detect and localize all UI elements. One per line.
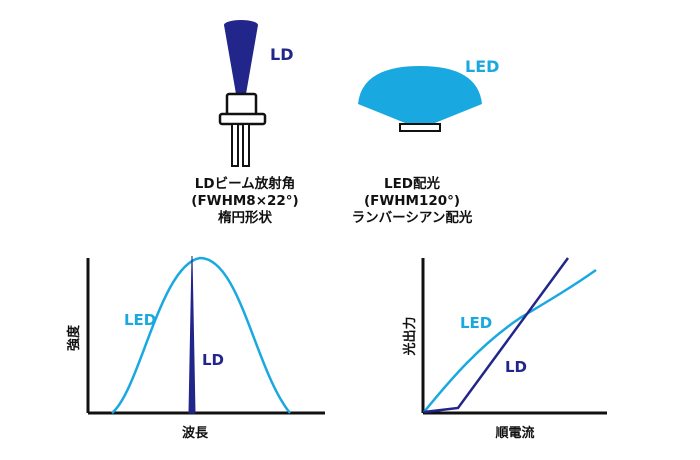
- led-device-illustration: [358, 66, 482, 132]
- ld-spectrum-peak: [188, 255, 196, 414]
- led-spectrum-curve: [111, 256, 291, 414]
- ld-package-cap: [225, 92, 258, 118]
- x-axis-label: 順電流: [495, 425, 534, 441]
- y-axis-label: 強度: [66, 324, 82, 351]
- ld-beam-cone: [224, 25, 258, 94]
- spectrum-chart: LED LD 強度 波長: [66, 255, 325, 441]
- ld-pin: [231, 123, 239, 167]
- ld-li-curve: [423, 257, 570, 414]
- ld-caption-line: 楕円形状: [218, 209, 272, 226]
- y-axis-label: 光出力: [402, 316, 418, 356]
- led-chip: [399, 123, 441, 132]
- ld-caption-line: LDビーム放射角: [195, 175, 295, 192]
- x-axis-label: 波長: [182, 425, 209, 441]
- led-caption-line: ランバーシアン配光: [352, 209, 473, 226]
- ld-device-illustration: [218, 20, 267, 167]
- led-caption-line: LED配光: [384, 175, 441, 192]
- led-tag: LED: [465, 57, 499, 76]
- led-curve-label: LED: [460, 314, 492, 332]
- ld-curve-label: LD: [202, 351, 224, 369]
- ld-pin: [242, 123, 250, 167]
- ld-tag: LD: [270, 45, 293, 64]
- led-curve-label: LED: [124, 311, 156, 329]
- ld-package-flange: [218, 112, 267, 126]
- light-current-chart: LED LD 光出力 順電流: [402, 257, 607, 441]
- led-caption-line: (FWHM120°): [364, 193, 460, 209]
- ld-curve-label: LD: [505, 358, 527, 376]
- ld-beam-top: [224, 20, 258, 30]
- led-light-fan: [358, 66, 482, 129]
- ld-caption-line: (FWHM8×22°): [191, 193, 298, 209]
- led-li-curve: [423, 268, 597, 413]
